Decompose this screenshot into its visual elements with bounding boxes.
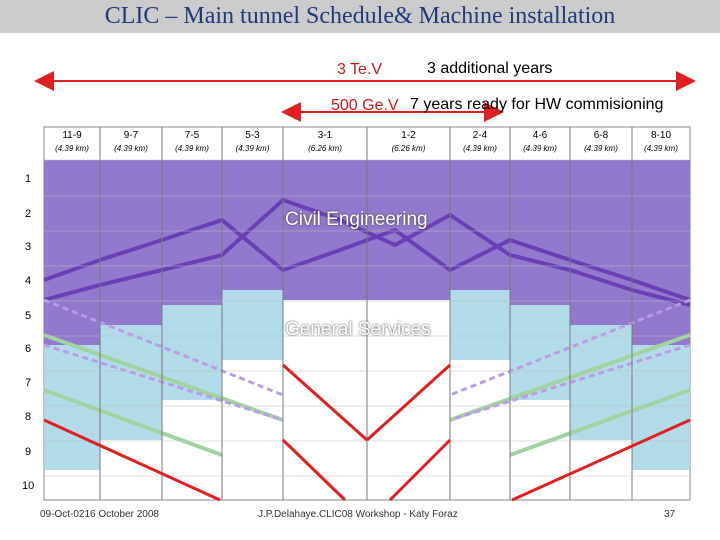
segment-length: (4.39 km) — [175, 144, 209, 153]
footer-date: 09-Oct-0216 October 2008 — [40, 509, 159, 520]
civil-engineering-label: Civil Engineering — [285, 209, 428, 230]
year-label: 9 — [25, 446, 32, 458]
year-label: 10 — [22, 480, 35, 492]
segment-length: (4.39 km) — [235, 144, 270, 153]
segment-length: (6.26 km) — [308, 144, 342, 153]
slide-title: CLIC – Main tunnel Schedule& Machine ins… — [104, 3, 616, 29]
year-label: 4 — [25, 275, 32, 287]
segment-length: (4.39 km) — [55, 144, 89, 153]
segment-name: 9-7 — [123, 130, 139, 141]
segment-name: 6-8 — [593, 130, 609, 141]
year-label: 2 — [25, 208, 32, 220]
general-services-band — [44, 290, 283, 470]
segment-name: 4-6 — [532, 130, 548, 141]
row-grid — [44, 159, 690, 477]
segment-dividers — [99, 127, 633, 500]
segment-name: 5-3 — [245, 130, 260, 141]
year-label: 7 — [25, 377, 32, 389]
segment-length: (6.26 km) — [391, 144, 426, 153]
segment-length: (4.39 km) — [523, 144, 557, 153]
title-bar — [0, 0, 720, 33]
segment-length: (4.39 km) — [644, 144, 678, 153]
years-ready-label: 7 years ready for HW commisioning — [410, 96, 664, 113]
year-label: 8 — [25, 411, 32, 423]
segment-length: (4.39 km) — [584, 144, 618, 153]
additional-years-label: 3 additional years — [427, 60, 553, 77]
segment-name: 11-9 — [62, 130, 82, 141]
year-label: 6 — [25, 343, 32, 355]
year-label: 1 — [25, 173, 32, 185]
segment-length: (4.39 km) — [463, 144, 497, 153]
segment-name: 8-10 — [650, 130, 671, 141]
footer-author: J.P.Delahaye.CLIC08 Workshop - Katy Fora… — [258, 509, 458, 520]
general-services-label: General Services — [285, 319, 431, 340]
segment-name: 1-2 — [401, 130, 416, 141]
energy-500gev-label: 500 Ge.V — [331, 97, 399, 114]
segment-name: 3-1 — [317, 130, 333, 141]
segment-length: (4.39 km) — [114, 144, 148, 153]
year-label: 3 — [25, 241, 32, 253]
segment-name: 7-5 — [184, 130, 200, 141]
year-label: 5 — [25, 310, 32, 322]
segment-name: 2-4 — [472, 130, 488, 141]
red-arrows — [43, 363, 691, 502]
energy-3tev-label: 3 Te.V — [337, 61, 383, 78]
page-number: 37 — [664, 509, 676, 520]
